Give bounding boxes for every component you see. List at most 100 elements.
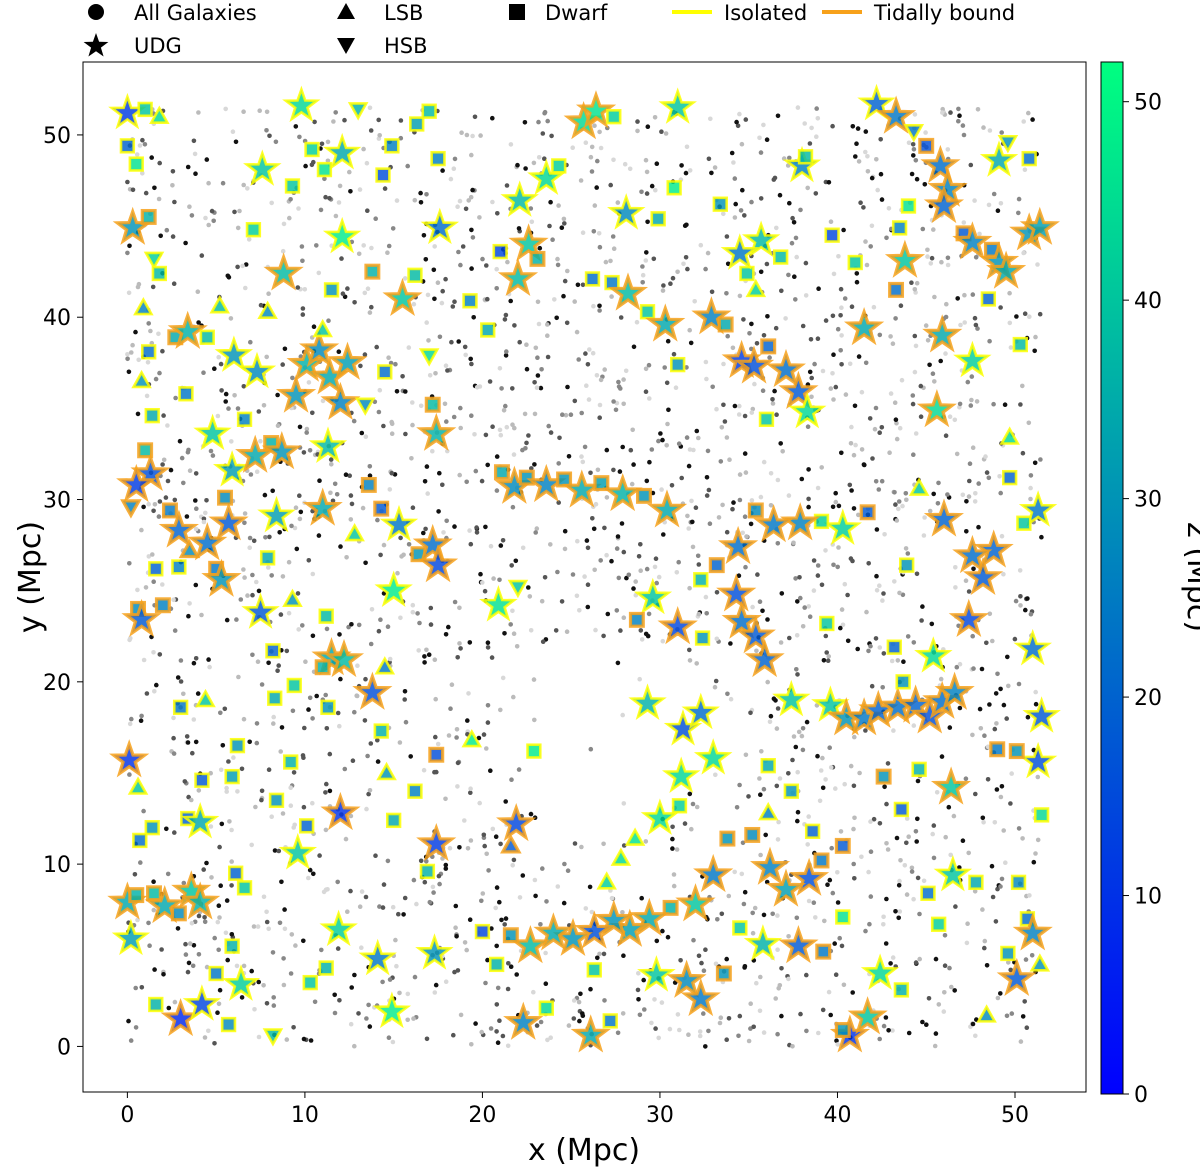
udg-galaxy-marker <box>241 592 280 629</box>
galaxy-dot <box>775 113 781 119</box>
galaxy-dot <box>241 567 246 572</box>
udg-galaxy-marker <box>308 426 348 463</box>
galaxy-dot <box>802 605 807 610</box>
y-tick-label: 30 <box>43 489 71 514</box>
galaxy-dot <box>164 227 170 233</box>
galaxy-dot <box>977 706 983 712</box>
galaxy-dot <box>437 334 443 340</box>
galaxy-dot <box>818 768 824 773</box>
udg-galaxy-marker <box>744 638 785 678</box>
udg-galaxy-marker <box>843 306 885 346</box>
galaxy-dot <box>601 951 607 957</box>
galaxy-dot <box>851 826 856 832</box>
galaxy-dot <box>584 383 589 389</box>
galaxy-dot <box>1028 611 1034 617</box>
galaxy-dot <box>193 582 199 588</box>
galaxy-dot <box>228 316 234 321</box>
galaxy-dot <box>402 276 408 281</box>
galaxy-dot <box>390 1039 396 1045</box>
dwarf-galaxy-marker <box>171 559 187 575</box>
galaxy-dot <box>881 651 887 656</box>
galaxy-dot <box>352 300 357 305</box>
dwarf-galaxy-marker <box>284 178 301 194</box>
galaxy-dot <box>264 909 269 915</box>
galaxy-dot <box>301 755 306 760</box>
galaxy-dot <box>425 292 431 298</box>
galaxy-dot <box>311 324 317 330</box>
galaxy-dot <box>887 450 892 456</box>
galaxy-dot <box>152 502 158 507</box>
galaxy-dot <box>323 790 328 795</box>
galaxy-dot <box>259 797 264 803</box>
galaxy-dot <box>758 974 763 980</box>
galaxy-dot <box>645 633 651 639</box>
galaxy-dot <box>415 611 420 616</box>
galaxy-dot <box>967 461 973 467</box>
udg-galaxy-marker <box>320 791 361 831</box>
galaxy-dot <box>973 322 979 328</box>
galaxy-dot <box>925 247 930 253</box>
galaxy-dot <box>790 1044 795 1049</box>
galaxy-dot <box>439 300 445 306</box>
galaxy-dot <box>780 449 785 454</box>
udg-galaxy-marker <box>533 912 574 951</box>
galaxy-dot <box>960 492 966 498</box>
galaxy-dot <box>1033 689 1038 695</box>
dwarf-galaxy-marker <box>606 109 622 125</box>
galaxy-dot <box>994 787 1000 792</box>
dwarf-galaxy-marker <box>708 557 725 574</box>
dwarf-galaxy-marker <box>375 167 391 183</box>
galaxy-dot <box>815 573 821 578</box>
galaxy-dot <box>719 425 725 430</box>
galaxy-dot <box>944 301 949 307</box>
dwarf-galaxy-marker <box>639 304 656 320</box>
galaxy-dot <box>156 331 161 337</box>
galaxy-dot <box>421 233 427 238</box>
galaxy-dot <box>498 707 503 713</box>
galaxy-dot <box>472 432 477 437</box>
galaxy-dot <box>433 982 439 988</box>
galaxy-dot <box>897 590 902 596</box>
galaxy-dot <box>713 772 718 778</box>
galaxy-dot <box>378 552 383 558</box>
galaxy-dot <box>922 182 928 187</box>
galaxy-dot <box>597 415 602 421</box>
galaxy-dot <box>879 425 885 430</box>
udg-galaxy-marker <box>666 959 707 998</box>
galaxy-dot <box>971 666 976 671</box>
galaxy-dot <box>250 652 255 658</box>
udg-galaxy-marker <box>948 598 989 637</box>
galaxy-dot <box>576 357 581 362</box>
galaxy-dot <box>635 987 641 993</box>
galaxy-dot <box>850 124 856 129</box>
galaxy-dot <box>764 261 770 267</box>
galaxy-dot <box>367 105 373 111</box>
dwarf-galaxy-marker <box>493 464 510 481</box>
galaxy-dot <box>1017 568 1023 573</box>
galaxy-dot <box>367 1024 373 1029</box>
galaxy-dot <box>201 516 207 522</box>
galaxy-dot <box>427 373 433 378</box>
galaxy-dot <box>935 501 941 506</box>
galaxy-dot <box>485 645 491 650</box>
galaxy-dot <box>203 215 208 221</box>
galaxy-dot <box>156 514 162 519</box>
galaxy-dot <box>421 767 427 773</box>
legend-entry: LSB <box>337 1 423 25</box>
galaxy-dot <box>510 608 515 614</box>
galaxy-dot <box>767 719 773 725</box>
galaxy-dot <box>682 821 688 826</box>
galaxy-dot <box>323 827 329 833</box>
galaxy-dot <box>249 842 254 848</box>
dwarf-galaxy-marker <box>229 737 246 754</box>
galaxy-dot <box>787 200 792 206</box>
galaxy-dot <box>894 835 900 841</box>
galaxy-dot <box>970 1021 976 1027</box>
galaxy-dot <box>813 915 818 920</box>
galaxy-dot <box>323 692 329 698</box>
galaxy-dot <box>871 304 877 310</box>
galaxy-dot <box>146 501 151 507</box>
galaxy-dot <box>348 493 354 498</box>
galaxy-dot <box>748 521 754 527</box>
galaxy-dot <box>247 545 252 550</box>
